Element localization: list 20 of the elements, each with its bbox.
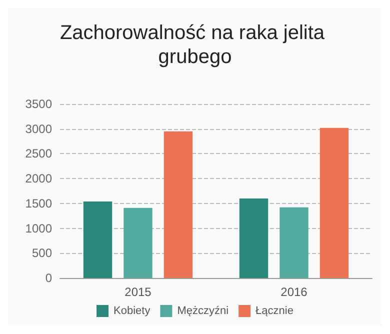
- y-tick-label: 3000: [25, 122, 52, 136]
- bar: [164, 131, 193, 278]
- y-tick-label: 1000: [25, 221, 52, 236]
- bar: [320, 128, 349, 278]
- x-tick-label: 2015: [124, 285, 152, 299]
- x-tick-label: 2016: [280, 285, 308, 299]
- chart-title: Zachorowalność na raka jelita grubego: [60, 22, 330, 68]
- y-tick-label: 2500: [25, 146, 52, 161]
- legend-label: Łącznie: [256, 305, 294, 317]
- y-tick-label: 1500: [25, 196, 52, 210]
- legend-label: Mężczyźni: [177, 305, 229, 317]
- bar: [239, 198, 268, 278]
- bar: [280, 207, 308, 278]
- y-tick-label: 3500: [25, 97, 52, 111]
- bar: [83, 201, 112, 278]
- bar: [124, 208, 152, 278]
- y-tick-label: 2000: [25, 172, 52, 186]
- y-tick-label: 0: [45, 271, 52, 285]
- y-tick-label: 500: [32, 246, 52, 260]
- legend-label: Kobiety: [114, 305, 151, 317]
